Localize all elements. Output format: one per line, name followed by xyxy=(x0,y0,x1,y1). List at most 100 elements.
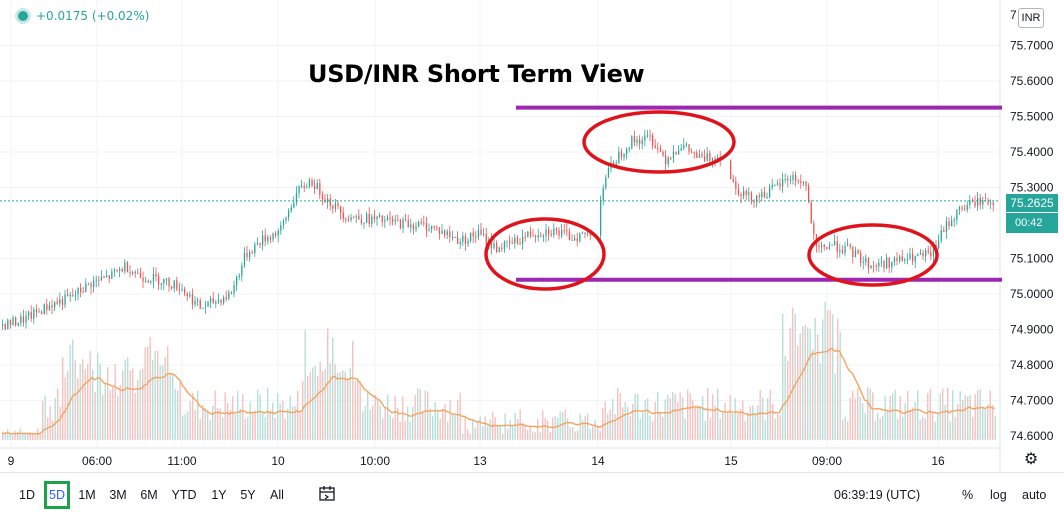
utc-clock[interactable]: 06:39:19 (UTC) xyxy=(834,488,921,502)
candle-body xyxy=(883,261,885,269)
volume-bar xyxy=(164,357,166,440)
volume-bar xyxy=(709,417,711,440)
volume-bar xyxy=(344,371,346,440)
volume-bar xyxy=(837,318,839,440)
volume-bar xyxy=(467,429,469,440)
candle-body xyxy=(423,222,425,224)
candle-body xyxy=(459,242,461,244)
volume-bar xyxy=(387,394,389,440)
y-tick-label: 75.1000 xyxy=(1010,252,1054,266)
candle-body xyxy=(389,217,391,220)
volume-bar xyxy=(272,402,274,440)
volume-bar xyxy=(764,419,766,440)
candle-body xyxy=(646,135,649,137)
volume-bar xyxy=(554,416,556,440)
volume-bar xyxy=(699,405,701,440)
timeframe-1m[interactable]: 1M xyxy=(78,488,96,502)
volume-bar xyxy=(157,350,159,440)
volume-bar xyxy=(422,411,424,440)
candle-body xyxy=(207,301,209,307)
timeframe-all[interactable]: All xyxy=(270,488,284,502)
candle-body xyxy=(425,223,428,231)
candle-body xyxy=(59,299,61,304)
volume-bar xyxy=(664,399,666,440)
timeframe-ytd[interactable]: YTD xyxy=(171,488,197,502)
candle-body xyxy=(977,197,979,207)
candle-body xyxy=(644,135,646,141)
volume-bar xyxy=(714,405,716,440)
date-range-icon[interactable] xyxy=(318,486,336,502)
volume-bar xyxy=(652,421,654,440)
candle-body xyxy=(558,230,560,236)
timeframe-3m[interactable]: 3M xyxy=(109,488,127,502)
candle-body xyxy=(685,144,688,146)
candle-body xyxy=(215,301,217,304)
candle-body xyxy=(880,261,883,263)
volume-bar xyxy=(784,355,786,440)
log-toggle[interactable]: log xyxy=(990,488,1007,502)
timeframe-1d[interactable]: 1D xyxy=(19,488,35,502)
candle-body xyxy=(922,252,924,257)
candle-body xyxy=(932,244,935,257)
volume-bar xyxy=(364,405,366,440)
candle-body xyxy=(774,184,776,186)
volume-bar xyxy=(412,406,414,440)
candle-body xyxy=(134,271,136,274)
volume-bar xyxy=(74,360,76,440)
candle-body xyxy=(256,243,259,245)
candle-body xyxy=(202,307,204,309)
volume-bar xyxy=(439,418,441,440)
candle-body xyxy=(498,247,500,252)
candle-body xyxy=(376,216,378,220)
candle-body xyxy=(519,242,521,244)
x-tick-label: 14 xyxy=(591,454,605,468)
candle-body xyxy=(571,240,573,242)
candle-body xyxy=(961,207,963,209)
candle-body xyxy=(763,192,766,198)
candle-body xyxy=(490,239,493,248)
volume-bar xyxy=(684,418,686,440)
candle-body xyxy=(966,204,968,210)
volume-bar xyxy=(992,405,994,440)
volume-bar xyxy=(594,420,596,440)
percent-toggle[interactable]: % xyxy=(962,488,974,502)
volume-bar xyxy=(87,364,89,440)
price-chart[interactable]: 75.7000 75.6000 75.5000 75.4000 75.3000 75.10… xyxy=(0,0,1064,472)
candle-body xyxy=(753,200,755,203)
volume-bar xyxy=(562,412,564,440)
candle-body xyxy=(241,265,243,276)
volume-bar xyxy=(729,395,731,440)
volume-bar xyxy=(552,417,554,440)
timeframe-5d[interactable]: 5D xyxy=(44,481,70,509)
timeframe-6m[interactable]: 6M xyxy=(140,488,158,502)
volume-bar xyxy=(279,403,281,440)
volume-bar xyxy=(807,327,809,440)
volume-bar xyxy=(227,403,229,440)
volume-bar xyxy=(937,412,939,440)
volume-bar xyxy=(512,426,514,440)
currency-label[interactable]: INR xyxy=(1018,8,1044,28)
candle-body xyxy=(103,277,105,279)
gear-icon[interactable]: ⚙ xyxy=(1023,451,1039,468)
live-status-icon xyxy=(18,11,28,21)
volume-bar xyxy=(894,389,896,440)
volume-bar xyxy=(457,399,459,440)
candle-body xyxy=(802,181,805,184)
auto-toggle[interactable]: auto xyxy=(1022,488,1047,502)
volume-bar xyxy=(309,372,311,440)
volume-bar xyxy=(247,417,249,440)
candle-body xyxy=(522,236,524,244)
candle-body xyxy=(992,202,994,205)
x-tick-label: 13 xyxy=(473,454,487,468)
candle-body xyxy=(293,202,295,208)
candle-body xyxy=(233,285,235,294)
candle-body xyxy=(568,231,571,241)
volume-bar xyxy=(107,367,109,440)
timeframe-5y[interactable]: 5Y xyxy=(240,488,256,502)
candle-body xyxy=(363,222,365,224)
volume-bar xyxy=(274,417,276,440)
candle-body xyxy=(818,245,820,247)
candle-body xyxy=(98,279,100,281)
timeframe-1y[interactable]: 1Y xyxy=(211,488,227,502)
candle-body xyxy=(873,265,875,267)
